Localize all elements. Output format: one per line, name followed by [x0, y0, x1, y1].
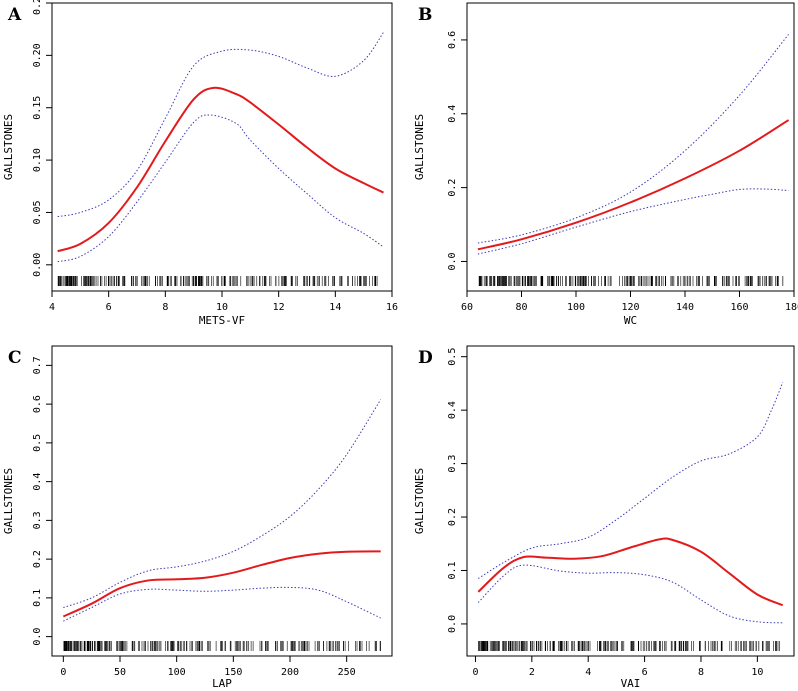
y-tick-label: 0.4: [32, 473, 43, 491]
upper-ci-curve: [63, 399, 382, 609]
y-tick-label: 0.4: [447, 401, 458, 419]
rug: [57, 276, 378, 286]
y-tick-label: 0.3: [32, 511, 43, 529]
rug: [478, 276, 784, 286]
lower-ci-curve: [477, 564, 783, 624]
x-tick-label: 80: [515, 302, 527, 313]
x-tick-label: 4: [585, 667, 591, 678]
y-tick-label: 0.2: [447, 179, 458, 197]
panel-letter: D: [418, 348, 433, 368]
x-axis-title: WC: [624, 314, 637, 327]
y-axis-title: GALLSTONES: [2, 114, 15, 180]
x-tick-label: 200: [281, 667, 299, 678]
upper-ci-curve: [57, 32, 384, 218]
lower-ci-curve: [63, 586, 381, 622]
y-tick-label: 0.15: [32, 96, 43, 120]
x-tick-label: 10: [216, 302, 228, 313]
y-tick-label: 0.6: [447, 31, 458, 49]
x-axis-title: METS-VF: [199, 314, 245, 327]
x-tick-label: 0: [60, 667, 66, 678]
y-tick-label: 0.20: [32, 43, 43, 67]
x-tick-label: 50: [114, 667, 126, 678]
x-tick-label: 6: [106, 302, 112, 313]
y-tick-label: 0.4: [447, 105, 458, 123]
y-tick-label: 0.2: [447, 508, 458, 526]
y-tick-label: 0.0: [32, 628, 43, 646]
y-tick-label: 0.7: [32, 356, 43, 374]
y-tick-label: 0.1: [447, 561, 458, 579]
panel-d: D 0 2 4 6 8 10 0.0 0.1 0.2 0.3 0.4 0.5 VAI GALLSTONES: [413, 345, 795, 690]
y-axis-title: GALLSTONES: [413, 468, 426, 534]
plot-frame: [51, 2, 393, 292]
lower-ci-curve: [57, 114, 384, 263]
rug: [478, 641, 780, 651]
x-tick-label: 100: [168, 667, 186, 678]
x-tick-label: 250: [338, 667, 356, 678]
y-tick-label: 0.0: [447, 252, 458, 270]
x-tick-label: 160: [730, 302, 748, 313]
x-tick-label: 60: [461, 302, 473, 313]
y-tick-label: 0.2: [32, 550, 43, 568]
y-tick-label: 0.3: [447, 455, 458, 473]
y-tick-label: 0.25: [32, 0, 43, 15]
x-tick-label: 0: [472, 667, 478, 678]
rug: [63, 641, 381, 651]
y-axis-title: GALLSTONES: [413, 114, 426, 180]
y-tick-label: 0.10: [32, 148, 43, 172]
y-axis-title: GALLSTONES: [2, 468, 15, 534]
y-tick-label: 0.05: [32, 200, 43, 224]
x-tick-label: 12: [273, 302, 285, 313]
x-tick-label: 100: [567, 302, 585, 313]
x-tick-label: 8: [698, 667, 704, 678]
fit-curve: [57, 86, 384, 253]
x-tick-label: 120: [621, 302, 639, 313]
y-tick-label: 0.5: [32, 434, 43, 452]
y-tick-label: 0.6: [32, 395, 43, 413]
fit-curve: [477, 119, 790, 251]
x-tick-label: 180: [785, 302, 798, 313]
fit-curve: [62, 550, 381, 618]
y-tick-label: 0.1: [32, 589, 43, 607]
panel-b: B 60 80 100 120 140 160 180 0.0 0.2 0.4 0.6 WC GALLST…: [413, 2, 798, 327]
x-tick-label: 6: [642, 667, 648, 678]
plot-frame: [466, 345, 795, 657]
y-tick-label: 0.00: [32, 253, 43, 277]
y-tick-label: 0.5: [447, 348, 458, 366]
x-tick-label: 8: [162, 302, 168, 313]
x-tick-label: 10: [751, 667, 763, 678]
panel-a: A 4 6 8 10 12 14 16 0.00 0.05 0.10 0.15 0.20 0.25 METS…: [2, 0, 398, 327]
upper-ci-curve: [477, 34, 789, 244]
x-tick-label: 14: [329, 302, 341, 313]
x-axis-title: VAI: [621, 677, 641, 690]
panel-c: C 0 50 100 150 200 250 0.0 0.1 0.2 0.3 0.4 0.5 0.6 0.7…: [2, 345, 393, 690]
lower-ci-curve: [477, 188, 789, 255]
upper-ci-curve: [478, 382, 784, 579]
x-tick-label: 140: [676, 302, 694, 313]
panel-letter: A: [7, 5, 22, 25]
plot-frame: [51, 345, 393, 657]
x-axis-title: LAP: [212, 677, 232, 690]
x-tick-label: 16: [386, 302, 398, 313]
x-tick-label: 150: [224, 667, 242, 678]
x-tick-label: 4: [49, 302, 55, 313]
x-tick-label: 2: [529, 667, 535, 678]
panel-letter: C: [8, 348, 22, 368]
fit-curve: [477, 537, 784, 607]
y-tick-label: 0.0: [447, 615, 458, 633]
panel-letter: B: [418, 5, 432, 25]
